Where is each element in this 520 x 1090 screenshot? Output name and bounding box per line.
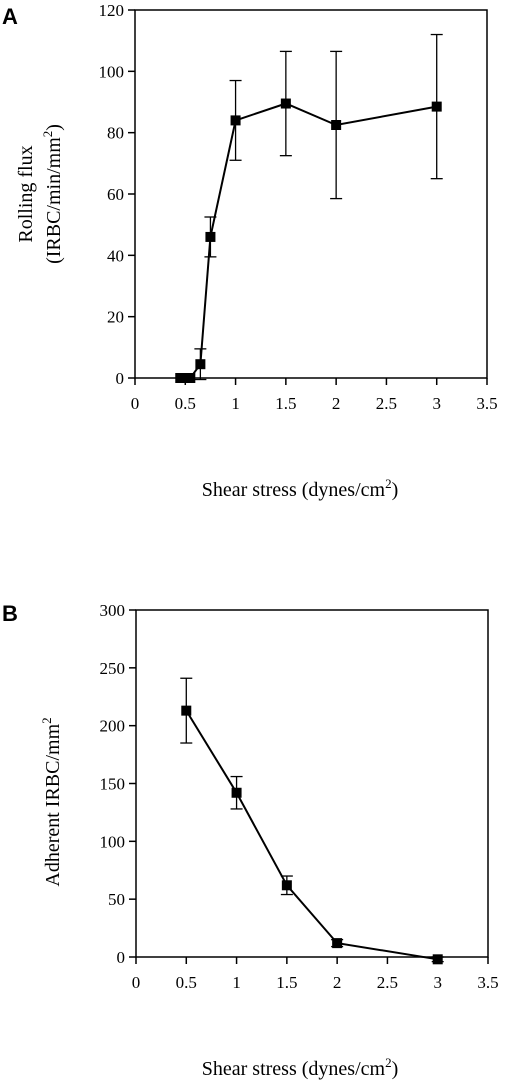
panel-b-data-point [281,880,292,891]
panel-b-x-ticks: 0 0.5 1 1.5 2 2.5 3 3.5 [132,957,499,992]
panel-a-x-axis-title: Shear stress (dynes/cm2) [202,476,398,501]
panel-b-y-axis-title-sup: 2 [39,717,54,724]
panel-b-y-tick-label: 150 [100,775,126,794]
panel-a-x-axis-title-close: ) [392,479,399,501]
panel-b-x-tick-label: 3 [433,973,442,992]
panel-b-data-point [231,787,242,798]
panel-a-x-tick-label: 2.5 [376,394,397,413]
panel-b-x-tick-label: 2 [333,973,342,992]
panel-b-y-tick-label: 250 [100,659,126,678]
panel-a-x-tick-label: 0.5 [175,394,196,413]
panel-b-data-point [181,705,192,716]
panel-a-data-point [230,115,241,126]
panel-b-x-tick-label: 0.5 [176,973,197,992]
panel-a: A 0 20 40 60 80 100 120 0 0.5 1 1.5 2 2.5 3 3.5 Rolli… [2,1,498,501]
panel-a-y-axis-title-line1: Rolling flux [15,145,37,242]
panel-a-x-tick-label: 0 [131,394,140,413]
panel-a-y-tick-label: 100 [99,62,125,81]
panel-a-x-ticks: 0 0.5 1 1.5 2 2.5 3 3.5 [131,378,498,413]
panel-a-letter: A [2,4,18,29]
panel-a-data-point [185,373,196,383]
panel-a-y-axis-title-main: (IRBC/min/mm [43,137,65,264]
panel-b-x-tick-label: 2.5 [377,973,398,992]
panel-b-y-axis-title: Adherent IRBC/mm2 [39,717,64,886]
panel-a-x-tick-label: 1 [231,394,240,413]
panel-b-series-line [185,710,438,961]
panel-a-data [175,33,443,383]
panel-b-x-axis-title: Shear stress (dynes/cm2) [202,1055,398,1080]
panel-b-y-tick-label: 200 [100,717,126,736]
panel-a-x-tick-label: 3.5 [476,394,497,413]
panel-a-plot-frame [134,9,488,379]
panel-a-data-point [175,373,186,383]
panel-b-y-tick-label: 300 [100,601,126,620]
panel-b-data-point [332,938,343,949]
panel-a-data-point [331,120,342,130]
panel-a-y-axis-title-sup: 2 [40,131,55,138]
panel-a-x-tick-label: 2 [332,394,341,413]
panel-a-x-axis-title-sup: 2 [385,476,392,491]
panel-b-data [180,677,444,965]
panel-b-x-tick-label: 1.5 [276,973,297,992]
panel-a-y-tick-label: 20 [107,308,124,327]
panel-b: B 0 50 100 150 200 250 300 0 0.5 1 1.5 2 2.5 3 3.5 Ad… [2,601,499,1080]
panel-a-y-axis-title-close: ) [43,124,65,131]
panel-a-y-tick-label: 120 [99,1,125,20]
panel-b-y-tick-label: 50 [108,890,125,909]
panel-b-x-axis-title-sup: 2 [385,1055,392,1070]
panel-b-letter: B [2,601,18,626]
panel-a-data-point [195,359,206,370]
panel-a-data-point [180,373,191,383]
panel-b-x-tick-label: 1 [232,973,241,992]
panel-a-data-point [205,231,216,242]
panel-b-y-tick-label: 0 [117,948,126,967]
panel-b-x-tick-label: 0 [132,973,141,992]
panel-a-y-ticks: 0 20 40 60 80 100 120 [99,1,135,388]
panel-a-y-tick-label: 60 [107,185,124,204]
panel-b-x-axis-title-close: ) [392,1058,399,1080]
panel-b-y-axis-title-main: Adherent IRBC/mm [42,723,64,886]
panel-b-plot-frame [135,609,489,958]
panel-a-x-axis-title-main: Shear stress (dynes/cm [202,479,386,501]
panel-a-data-point [431,101,442,112]
panel-a-x-tick-label: 3 [432,394,441,413]
panel-a-y-tick-label: 40 [107,246,124,265]
panel-a-data-point [280,98,291,109]
panel-b-y-ticks: 0 50 100 150 200 250 300 [100,601,136,967]
panel-a-series-line [180,102,437,379]
panel-b-y-tick-label: 100 [100,832,126,851]
panel-a-y-tick-label: 0 [116,369,125,388]
panel-a-y-tick-label: 80 [107,124,124,143]
panel-a-y-axis-title-line2: (IRBC/min/mm2) [40,124,65,264]
panel-b-data-point [432,954,443,965]
panel-b-x-axis-title-main: Shear stress (dynes/cm [202,1058,386,1080]
panel-b-x-tick-label: 3.5 [477,973,498,992]
panel-a-x-tick-label: 1.5 [275,394,296,413]
